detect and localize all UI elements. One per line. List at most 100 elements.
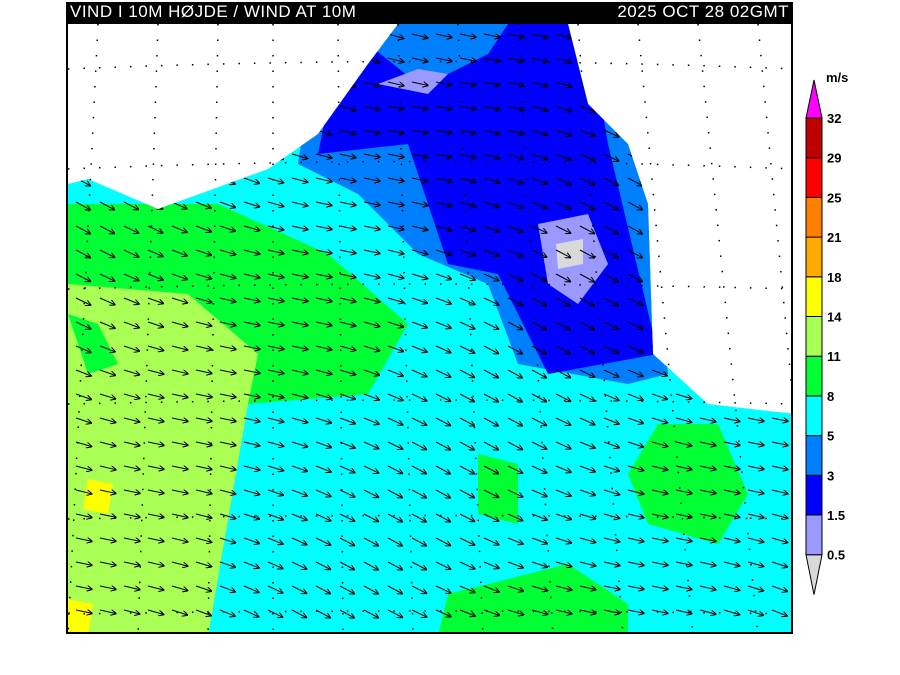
wind-arrow: [435, 513, 450, 522]
wind-arrow: [123, 345, 139, 351]
wind-arrow: [579, 345, 594, 353]
wind-arrow: [411, 465, 426, 474]
wind-arrow: [387, 273, 404, 278]
wind-arrow: [675, 586, 692, 589]
wind-arrow: [363, 130, 380, 134]
wind-arrow: [99, 273, 114, 281]
wind-arrow: [411, 345, 427, 352]
wind-arrow: [339, 609, 354, 618]
wind-arrow: [675, 249, 690, 257]
wind-arrow: [747, 394, 764, 397]
wind-arrow: [435, 249, 451, 255]
wind-arrow: [483, 82, 500, 85]
wind-arrow: [219, 346, 236, 349]
wind-arrow: [747, 57, 762, 66]
wind-arrow: [555, 441, 571, 449]
wind-arrow: [651, 538, 668, 541]
wind-arrow: [363, 297, 380, 302]
wind-arrow: [435, 561, 450, 569]
wind-arrow: [243, 105, 259, 113]
wind-arrow: [171, 609, 187, 615]
wind-arrow: [411, 82, 428, 85]
wind-arrow: [627, 297, 642, 305]
wind-arrow: [579, 513, 595, 519]
wind-arrow: [771, 585, 787, 591]
wind-arrow: [579, 537, 595, 542]
wind-arrow: [459, 201, 475, 207]
graticule: [68, 24, 791, 632]
wind-arrow: [555, 225, 570, 233]
wind-arrow: [603, 177, 618, 185]
wind-arrow: [675, 369, 691, 375]
wind-arrow: [531, 369, 546, 378]
wind-arrow: [315, 369, 332, 374]
wind-arrow: [75, 225, 90, 234]
wind-arrow: [579, 249, 594, 258]
wind-arrow: [651, 321, 667, 329]
wind-arrow: [339, 321, 356, 326]
wind-arrow: [267, 225, 284, 230]
wind-arrow: [147, 225, 163, 233]
wind-arrow: [435, 585, 451, 593]
wind-arrow: [531, 225, 547, 233]
wind-arrow: [699, 514, 716, 517]
wind-arrow: [579, 610, 596, 613]
wind-arrow: [531, 105, 547, 111]
wind-arrow: [771, 321, 788, 326]
wind-arrow: [555, 57, 571, 62]
wind-arrow: [579, 153, 595, 161]
wind-arrow: [75, 249, 90, 258]
wind-arrow: [699, 105, 714, 114]
wind-arrow: [219, 418, 236, 421]
wind-arrow: [771, 513, 788, 518]
wind-arrow: [387, 513, 402, 522]
wind-arrow: [507, 393, 522, 402]
wind-arrow: [387, 561, 402, 570]
band-8-11-east: [628, 424, 748, 544]
wind-arrow: [411, 321, 427, 328]
wind-arrow: [195, 225, 211, 232]
wind-arrow: [603, 129, 619, 137]
wind-arrow: [171, 33, 186, 42]
wind-arrow: [123, 490, 140, 493]
legend-label: 0.5: [827, 548, 845, 563]
wind-arrow: [219, 33, 234, 42]
wind-arrow: [267, 393, 284, 398]
wind-arrow: [435, 201, 452, 206]
wind-arrow: [243, 346, 260, 349]
wind-arrow: [291, 105, 307, 111]
wind-arrow: [195, 321, 212, 326]
wind-arrow: [267, 322, 284, 325]
wind-arrow: [531, 345, 546, 354]
wind-arrow: [291, 465, 307, 471]
wind-arrow: [459, 609, 475, 616]
wind-arrow: [723, 609, 739, 615]
wind-arrow: [771, 442, 788, 445]
wind-arrow: [411, 393, 427, 401]
wind-arrow: [171, 514, 188, 518]
wind-arrow: [195, 297, 211, 302]
wind-arrow: [747, 105, 762, 114]
wind-arrow: [651, 465, 668, 470]
wind-arrow: [555, 417, 570, 425]
wind-arrow: [363, 537, 378, 546]
wind-arrow: [723, 81, 738, 90]
legend-label: 8: [827, 389, 834, 404]
wind-arrow: [75, 57, 91, 64]
wind-arrow: [387, 585, 402, 594]
wind-arrow: [435, 489, 450, 498]
wind-arrow: [459, 82, 476, 85]
wind-arrow: [699, 417, 716, 422]
wind-arrow: [363, 393, 379, 400]
wind-arrow: [699, 153, 714, 162]
wind-arrow: [555, 297, 570, 306]
wind-arrow: [627, 201, 642, 210]
wind-arrow: [651, 297, 667, 305]
wind-arrow: [147, 249, 163, 256]
wind-arrow: [507, 225, 523, 232]
wind-arrow: [699, 177, 714, 186]
wind-arrow: [291, 585, 306, 593]
wind-arrow: [123, 417, 140, 422]
wind-arrow: [531, 34, 548, 38]
wind-arrow: [195, 585, 211, 591]
